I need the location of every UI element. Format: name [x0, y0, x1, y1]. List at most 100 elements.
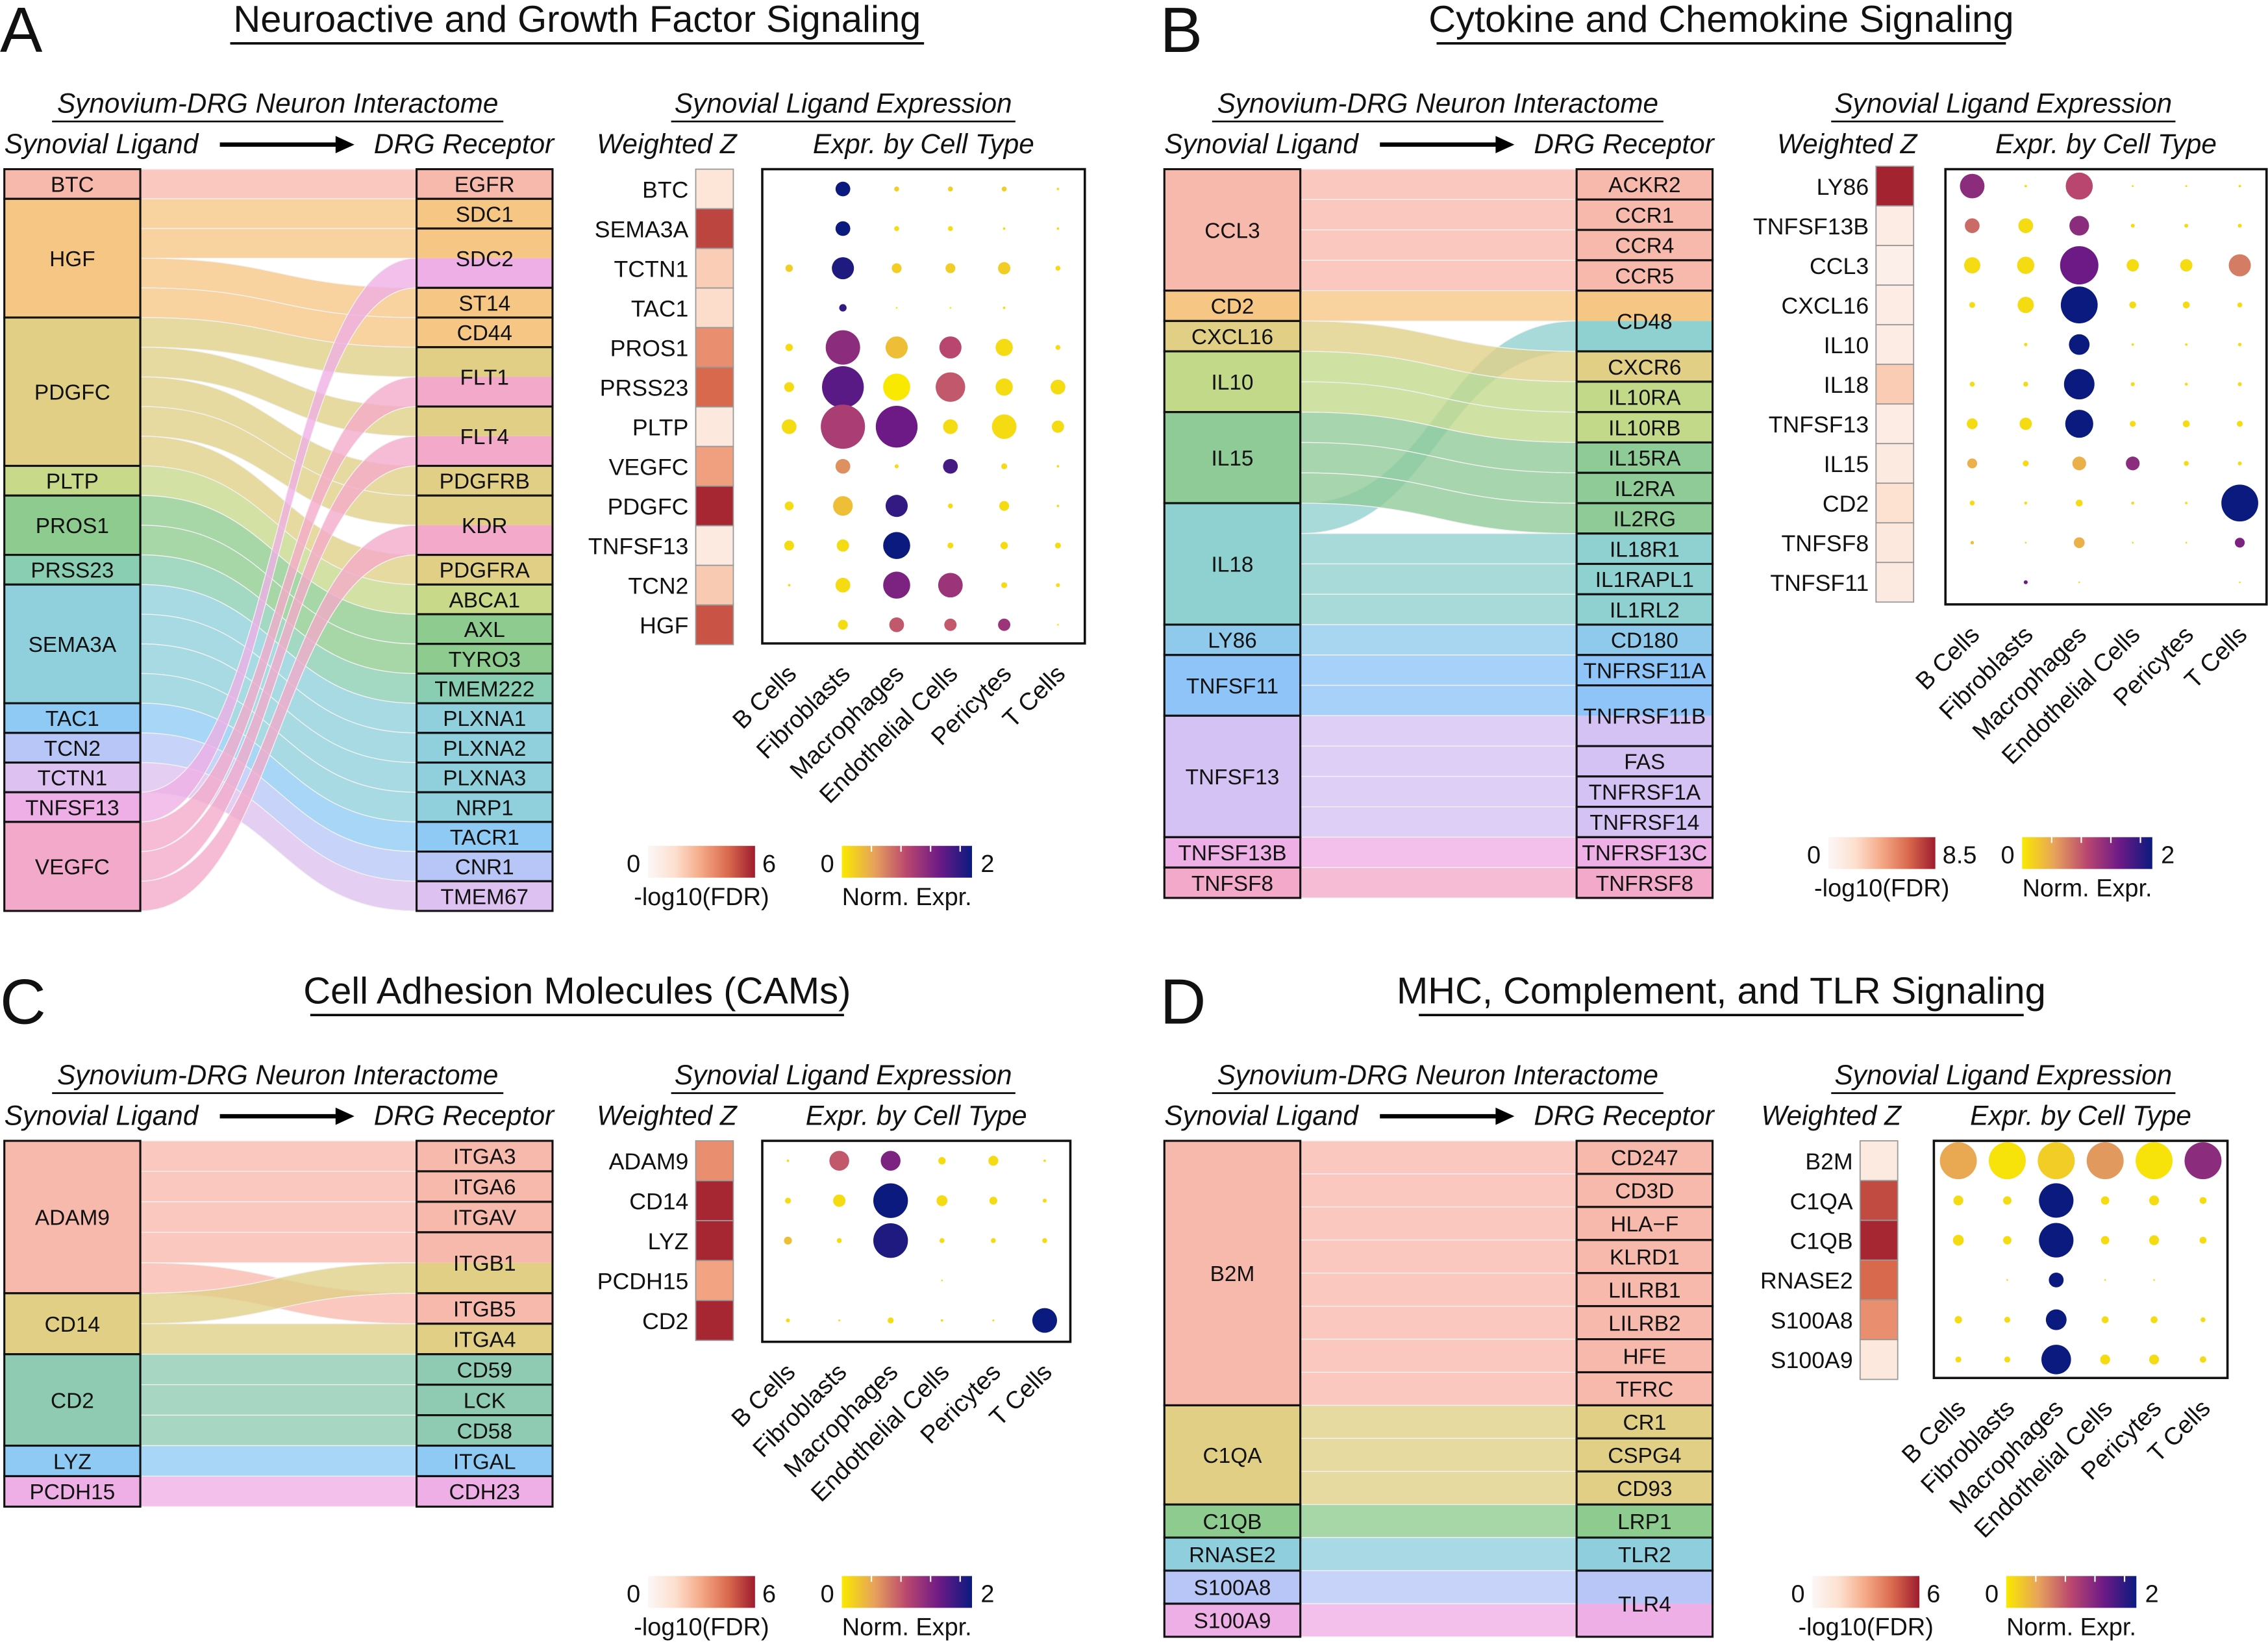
- receptor-label: CD3D: [1615, 1180, 1674, 1204]
- receptor-node-fill: [1576, 503, 1713, 534]
- receptor-label: LILRB2: [1608, 1312, 1680, 1336]
- receptor-label: ITGB5: [453, 1298, 516, 1322]
- interactome-heading: Synovium-DRG Neuron Interactome: [1217, 88, 1658, 119]
- ligand-node: [3, 702, 142, 734]
- sankey-link: [1300, 229, 1577, 261]
- receptor-label: CR1: [1623, 1411, 1666, 1435]
- ligand-node: [3, 583, 142, 704]
- dot: [2069, 334, 2090, 355]
- receptor-node-fill: [416, 199, 553, 229]
- heatmap-row-label: IL15: [1824, 451, 1869, 477]
- ligand-label: BTC: [51, 173, 94, 197]
- receptor-label: CD59: [457, 1358, 512, 1382]
- heatmap-row-label: TCN2: [628, 573, 688, 599]
- dot: [1003, 306, 1006, 310]
- panel-title: Cell Adhesion Molecules (CAMs): [303, 970, 851, 1012]
- dot: [2238, 184, 2241, 188]
- dot: [991, 1238, 996, 1243]
- dot: [1953, 1195, 1963, 1206]
- expr-legend-max: 2: [2161, 841, 2175, 869]
- dot: [2024, 501, 2028, 505]
- dot: [894, 226, 899, 231]
- receptor-node-fill: [416, 554, 553, 585]
- dot: [832, 257, 854, 280]
- receptor-node-fill: [1576, 1372, 1713, 1406]
- heatmap-cell: [695, 1220, 734, 1262]
- dot: [1056, 504, 1060, 508]
- sankey-link: [1300, 1371, 1577, 1406]
- heatmap-row-label: HGF: [640, 613, 688, 639]
- arrow-right-icon: [1495, 1107, 1515, 1125]
- dot: [1954, 1315, 1962, 1324]
- sankey-link: [1300, 745, 1577, 777]
- dot: [1969, 500, 1975, 506]
- heatmap-cell: [1859, 1180, 1899, 1221]
- heatmap-row-label: B2M: [1805, 1149, 1852, 1175]
- receptor-node-fill: [416, 525, 553, 555]
- dot: [891, 263, 902, 273]
- heatmap-cell: [695, 168, 734, 210]
- dot: [2060, 286, 2098, 324]
- receptor-node: [1575, 1569, 1714, 1638]
- sankey-link: [1300, 867, 1577, 899]
- dot: [2149, 1235, 2160, 1245]
- ligand-node: [3, 1140, 142, 1295]
- heatmap-row-label: TNFSF13: [1769, 412, 1869, 438]
- dot: [991, 414, 1017, 440]
- heatmap-cell: [1875, 284, 1915, 326]
- dot: [2069, 216, 2089, 236]
- heatmap-row-label: IL18: [1824, 372, 1869, 398]
- receptor-label: FAS: [1624, 751, 1665, 775]
- dot: [940, 1319, 943, 1322]
- dot: [788, 584, 791, 587]
- dot: [2228, 254, 2251, 277]
- receptor-label: TNFRSF14: [1589, 811, 1699, 835]
- fdr-colorbar: [1812, 1576, 1920, 1608]
- dot: [784, 540, 794, 551]
- heatmap-cell: [1859, 1299, 1899, 1341]
- expr-legend-min: 0: [821, 1580, 834, 1608]
- dot: [2006, 1279, 2008, 1281]
- receptor-node-fill: [1576, 1405, 1713, 1439]
- ligand-node: [3, 464, 142, 497]
- dot: [2149, 1195, 2160, 1206]
- heatmap-cell: [695, 406, 734, 447]
- panel-letter: C: [0, 966, 46, 1038]
- dot: [2023, 580, 2028, 584]
- dot: [998, 262, 1011, 275]
- expr-by-cell-heading: Expr. by Cell Type: [806, 1101, 1027, 1131]
- dot: [2131, 343, 2134, 346]
- ligand-node: [1163, 411, 1302, 504]
- sankey-link: [140, 168, 417, 199]
- receptor-node-fill: [1576, 412, 1713, 443]
- receptor-node-fill: [1576, 716, 1713, 747]
- heatmap-cell: [695, 1299, 734, 1341]
- receptor-label: TMEM67: [441, 885, 529, 909]
- receptor-label: CSPG4: [1608, 1444, 1681, 1468]
- ligand-node: [3, 197, 142, 319]
- ligand-node: [1163, 319, 1302, 353]
- sankey-link: [140, 228, 417, 259]
- sankey-link: [1300, 199, 1577, 230]
- dot: [998, 618, 1011, 631]
- dot: [885, 495, 908, 517]
- fdr-legend-min: 0: [1791, 1580, 1804, 1608]
- receptor-node-fill: [416, 732, 553, 763]
- receptor-node-fill: [1576, 1438, 1713, 1472]
- dot: [782, 419, 797, 434]
- receptor-node-fill: [416, 347, 553, 377]
- ligand-label: PRSS23: [31, 559, 114, 583]
- sankey-link: [1300, 1404, 1577, 1439]
- ligand-label: C1QA: [1203, 1444, 1263, 1468]
- dot: [838, 1319, 841, 1322]
- dot: [2078, 581, 2080, 584]
- receptor-node-fill: [416, 1141, 553, 1171]
- receptor-node: [416, 880, 554, 912]
- ligand-label: TCTN1: [38, 767, 108, 791]
- dot: [2237, 302, 2243, 308]
- dot: [1042, 1199, 1047, 1203]
- ligand-node: [1163, 290, 1302, 322]
- dot: [1970, 541, 1975, 545]
- dot: [784, 1236, 792, 1245]
- sankey-link: [1300, 836, 1577, 868]
